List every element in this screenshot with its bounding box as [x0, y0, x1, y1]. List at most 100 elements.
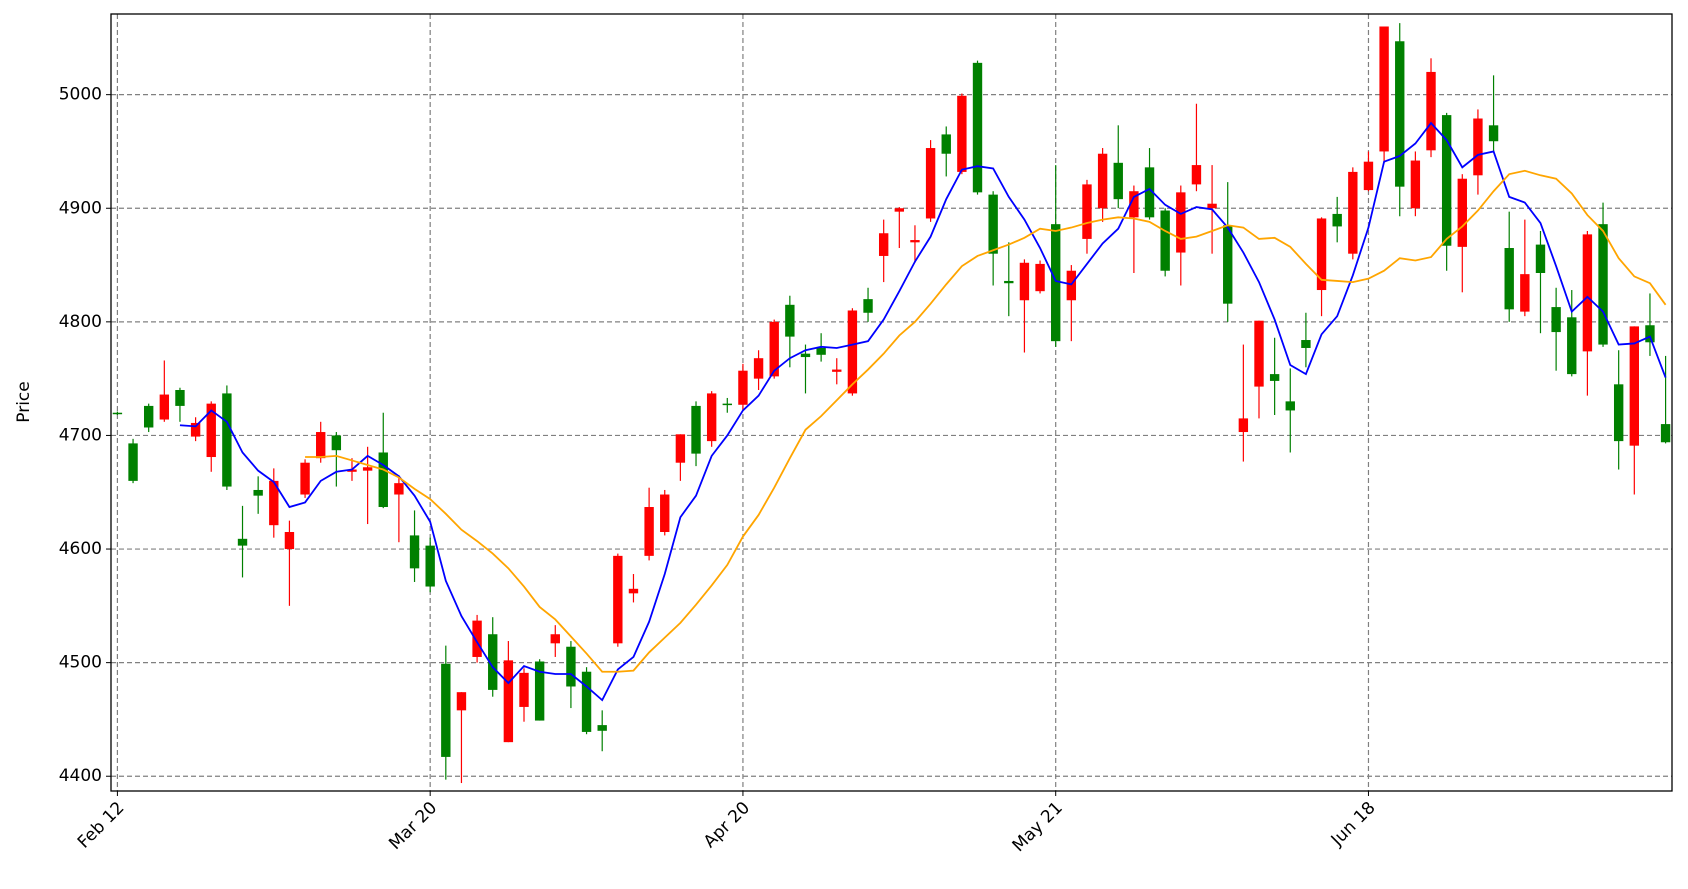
candle-body	[550, 634, 560, 644]
candle-body	[863, 299, 873, 313]
candle-body	[1613, 384, 1624, 442]
candle-body	[519, 672, 529, 707]
candle-body	[456, 692, 467, 711]
candle-body	[910, 240, 920, 243]
candle-body	[566, 646, 576, 687]
candle-body	[1410, 160, 1421, 209]
candle-body	[1332, 213, 1342, 227]
candle-body	[425, 545, 435, 587]
candle-body	[378, 452, 388, 508]
candle-body	[769, 321, 779, 377]
candle-body	[1598, 224, 1608, 345]
candle-body	[175, 390, 185, 406]
candle-body	[581, 671, 592, 732]
candle-body	[613, 555, 623, 644]
candle-body	[878, 233, 889, 256]
candle-body	[972, 62, 983, 193]
candle-body	[628, 588, 639, 594]
moving-average-line	[305, 169, 1667, 673]
candle-body	[316, 432, 326, 459]
candle-body	[1004, 280, 1014, 284]
candle-body	[534, 661, 545, 721]
candle-body	[284, 532, 295, 550]
candle-body	[1441, 115, 1452, 246]
y-axis-label: Price	[14, 381, 34, 422]
candle-body	[988, 194, 998, 254]
candle-body	[1051, 224, 1061, 342]
candle-body	[1582, 234, 1593, 352]
y-tick-label: 4900	[59, 198, 102, 218]
candle-body	[753, 358, 764, 379]
candle-body	[1567, 317, 1577, 375]
candle-body	[159, 394, 170, 420]
candle-body	[1645, 325, 1655, 343]
candle-body	[441, 663, 451, 757]
candle-body	[1301, 340, 1311, 348]
y-tick-label: 4500	[59, 653, 102, 673]
candle-body	[660, 494, 670, 532]
candle-body	[957, 95, 967, 172]
candle-body	[800, 353, 811, 358]
candle-body	[190, 422, 201, 437]
y-tick-label: 4700	[59, 425, 102, 445]
candle-body	[1504, 248, 1514, 310]
candle-body	[1035, 263, 1045, 292]
candle-body	[738, 370, 748, 405]
candle-body	[1535, 244, 1546, 273]
candle-body	[816, 347, 826, 355]
candle-body	[722, 403, 732, 406]
candle-body	[1379, 26, 1389, 152]
candle-body	[847, 310, 858, 394]
candle-body	[1488, 125, 1499, 142]
candle-body	[300, 462, 310, 495]
candle-body	[1457, 178, 1467, 247]
candle-body	[269, 480, 279, 526]
candle-body	[1348, 171, 1358, 254]
candle-body	[222, 393, 232, 487]
candle-body	[1269, 374, 1280, 381]
candle-body	[894, 208, 905, 212]
candle-body	[1113, 162, 1123, 200]
candle-body	[128, 443, 138, 481]
y-tick-label: 4400	[59, 766, 102, 786]
y-tick-label: 4600	[59, 539, 102, 559]
candle-body	[206, 403, 216, 458]
candle-body	[143, 405, 154, 428]
candle-body	[1144, 167, 1155, 218]
candle-body	[1066, 270, 1077, 301]
candle-body	[1019, 262, 1030, 301]
candle-body	[1473, 118, 1483, 176]
candle-body	[1082, 184, 1092, 239]
candle-body	[925, 148, 936, 219]
candle-body	[362, 467, 373, 471]
candle-body	[785, 304, 795, 337]
candle-body	[1551, 307, 1561, 333]
candle-body	[706, 393, 717, 442]
candle-body	[1316, 218, 1327, 291]
candle-body	[1176, 192, 1186, 253]
candle-body	[1285, 401, 1295, 411]
candle-body	[394, 483, 404, 495]
y-tick-label: 4800	[59, 312, 102, 332]
candle-body	[1363, 161, 1374, 191]
candle-body	[1160, 210, 1170, 271]
candle-body	[644, 507, 654, 556]
candle-body	[1395, 41, 1405, 187]
candle-body	[691, 405, 701, 454]
candle-body	[1629, 326, 1640, 446]
plot-frame	[110, 13, 1673, 792]
candle-body	[597, 725, 607, 731]
candle-body	[503, 660, 514, 743]
candle-body	[253, 489, 263, 496]
candle-body	[1238, 418, 1249, 433]
y-tick-label: 5000	[59, 85, 102, 105]
candle-body	[1660, 424, 1671, 443]
candle-body	[1129, 191, 1139, 218]
candle-body	[347, 469, 357, 472]
candle-body	[112, 412, 123, 415]
candle-body	[1426, 71, 1436, 151]
candle-body	[331, 435, 342, 451]
moving-average-line	[179, 121, 1667, 702]
